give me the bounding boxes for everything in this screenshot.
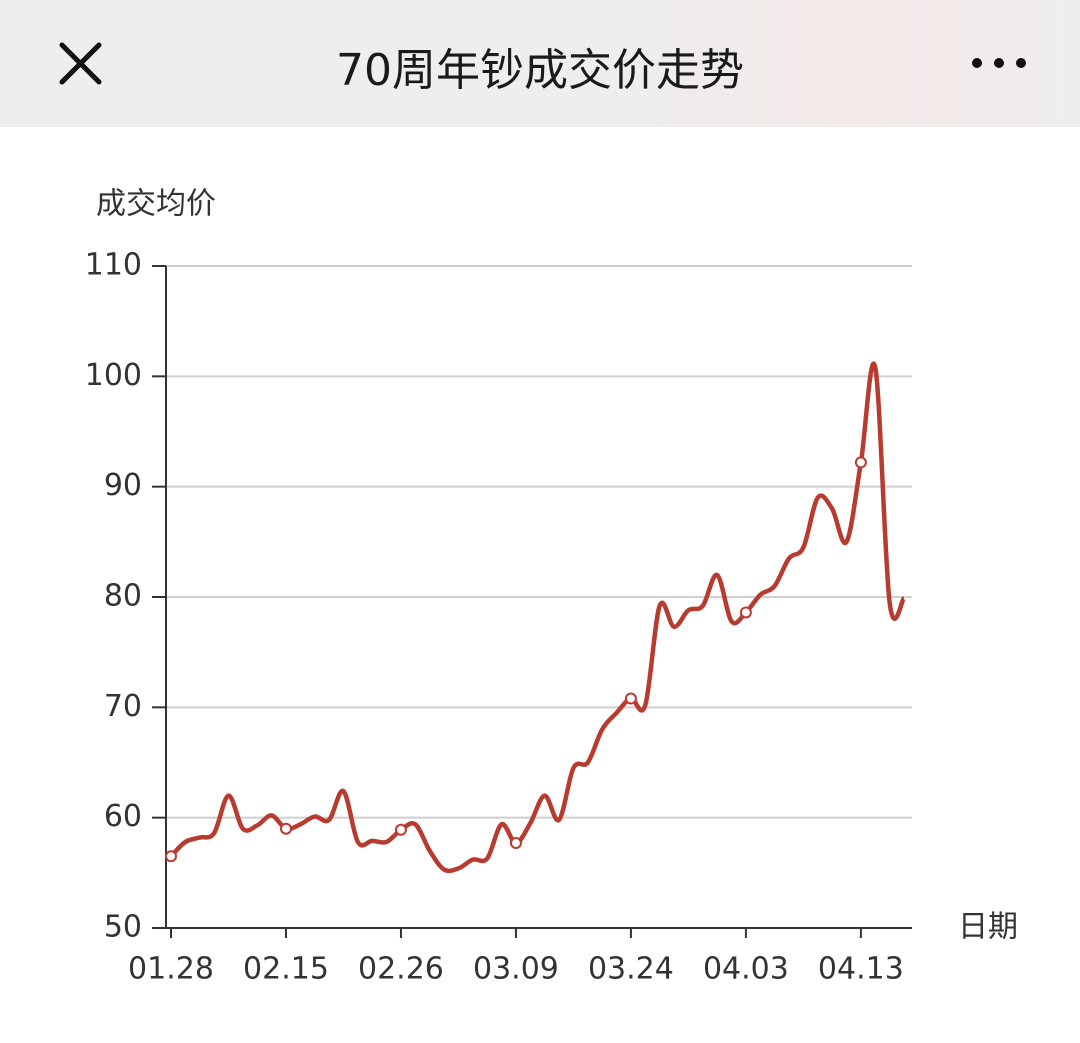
y-tick-label: 60 bbox=[104, 799, 142, 834]
y-tick-label: 50 bbox=[104, 910, 142, 945]
y-tick-label: 90 bbox=[104, 468, 142, 503]
x-tick-label: 01.28 bbox=[128, 952, 214, 987]
header-icons bbox=[59, 42, 1026, 85]
x-tick-label: 04.03 bbox=[703, 952, 789, 987]
header-bar: 70周年钞成交价走势 bbox=[0, 0, 1080, 127]
header-title: 70周年钞成交价走势 bbox=[336, 45, 744, 96]
x-tick-label: 03.24 bbox=[588, 952, 674, 987]
point-marker bbox=[624, 692, 637, 705]
y-tick-label: 100 bbox=[85, 358, 142, 393]
x-tick-label: 02.26 bbox=[358, 952, 444, 987]
y-tick-label: 80 bbox=[104, 579, 142, 614]
close-button[interactable] bbox=[59, 42, 102, 85]
x-tick-label: 04.13 bbox=[818, 952, 904, 987]
x-axis-title: 日期 bbox=[958, 910, 1018, 945]
point-marker bbox=[394, 823, 407, 836]
x-tick-label: 03.09 bbox=[473, 952, 559, 987]
point-marker bbox=[509, 837, 522, 850]
y-axis-title: 成交均价 bbox=[96, 187, 216, 222]
x-tick-label: 02.15 bbox=[243, 952, 329, 987]
y-tick-label: 70 bbox=[104, 689, 142, 724]
point-marker bbox=[739, 606, 752, 619]
point-marker bbox=[854, 456, 867, 469]
more-button[interactable] bbox=[972, 58, 1026, 68]
point-marker bbox=[165, 850, 177, 863]
line bbox=[169, 361, 907, 874]
y-tick-label: 110 bbox=[85, 248, 142, 283]
point-marker bbox=[279, 822, 292, 835]
